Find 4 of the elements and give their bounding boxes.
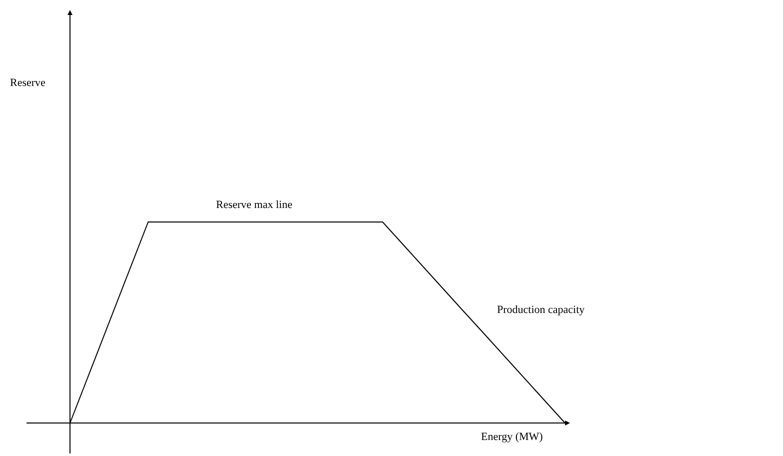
text: Reserve max line [216, 199, 292, 211]
annotation: Production capacity [497, 304, 586, 316]
text: Reserve [10, 77, 46, 89]
x-axis-title: Energy (MW) [481, 431, 544, 443]
